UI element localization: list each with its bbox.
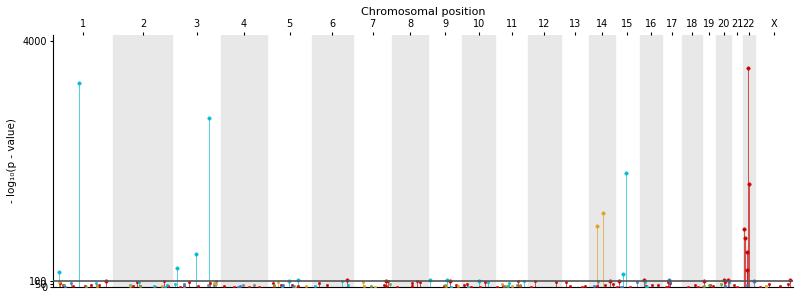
- Bar: [462, 35, 495, 287]
- Bar: [682, 35, 702, 287]
- Bar: [392, 35, 428, 287]
- Bar: [528, 35, 561, 287]
- Bar: [589, 35, 615, 287]
- Bar: [221, 35, 267, 287]
- Bar: [114, 35, 173, 287]
- Bar: [640, 35, 662, 287]
- Bar: [716, 35, 731, 287]
- Bar: [742, 35, 755, 287]
- X-axis label: Chromosomal position: Chromosomal position: [361, 7, 485, 17]
- Bar: [311, 35, 354, 287]
- Y-axis label: - log₁₀(p - value): - log₁₀(p - value): [7, 118, 17, 203]
